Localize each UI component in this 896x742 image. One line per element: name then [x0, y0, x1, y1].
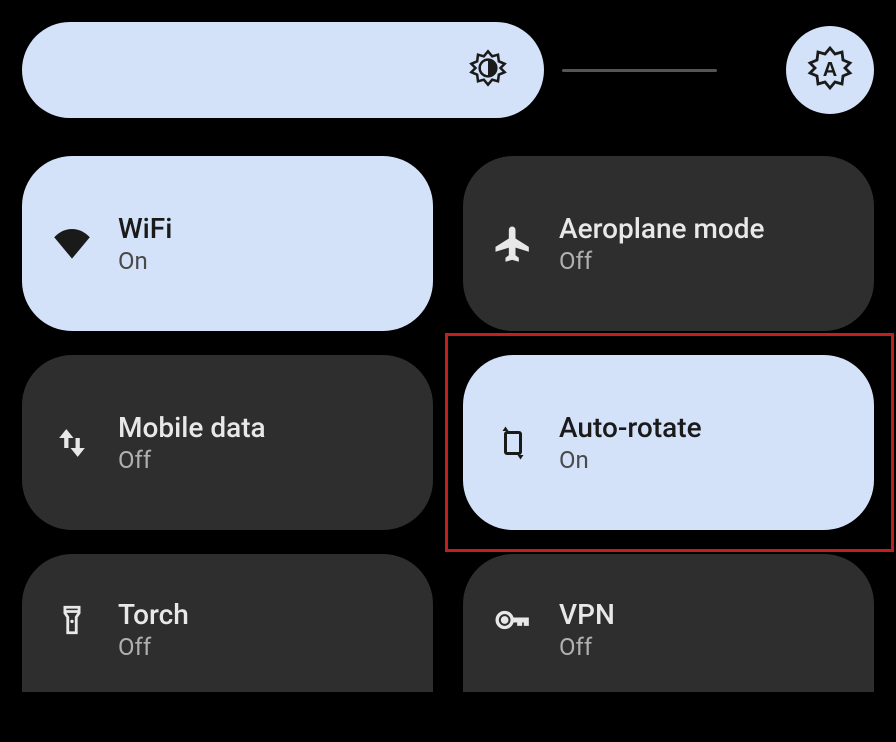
torch-tile[interactable]: Torch Off: [22, 554, 433, 692]
torch-state: Off: [118, 633, 189, 661]
brightness-icon: [468, 48, 508, 92]
brightness-slider[interactable]: [22, 22, 544, 118]
auto-rotate-title: Auto-rotate: [559, 411, 702, 444]
aeroplane-title: Aeroplane mode: [559, 212, 765, 245]
aeroplane-icon: [491, 222, 535, 266]
torch-icon: [50, 598, 94, 642]
svg-text:A: A: [823, 59, 837, 81]
auto-rotate-tile[interactable]: Auto-rotate On: [463, 355, 874, 530]
auto-rotate-icon: [491, 421, 535, 465]
mobile-data-title: Mobile data: [118, 411, 266, 444]
brightness-row: A: [22, 22, 874, 118]
quick-settings-panel: A WiFi On Aeroplane mode: [0, 0, 896, 714]
mobile-data-tile[interactable]: Mobile data Off: [22, 355, 433, 530]
aeroplane-tile[interactable]: Aeroplane mode Off: [463, 156, 874, 331]
aeroplane-state: Off: [559, 247, 765, 275]
auto-rotate-highlight: Auto-rotate On: [463, 355, 874, 530]
mobile-data-state: Off: [118, 446, 266, 474]
wifi-state: On: [118, 247, 172, 275]
vpn-state: Off: [559, 633, 615, 661]
vpn-title: VPN: [559, 598, 615, 631]
wifi-tile[interactable]: WiFi On: [22, 156, 433, 331]
wifi-title: WiFi: [118, 212, 172, 245]
torch-title: Torch: [118, 598, 189, 631]
auto-rotate-state: On: [559, 446, 702, 474]
vpn-tile[interactable]: VPN Off: [463, 554, 874, 692]
vpn-key-icon: [491, 598, 535, 642]
brightness-track[interactable]: [562, 69, 717, 72]
auto-brightness-icon: A: [806, 44, 854, 96]
auto-brightness-button[interactable]: A: [786, 26, 874, 114]
tiles-grid: WiFi On Aeroplane mode Off: [22, 156, 874, 692]
wifi-icon: [50, 222, 94, 266]
mobile-data-icon: [50, 421, 94, 465]
